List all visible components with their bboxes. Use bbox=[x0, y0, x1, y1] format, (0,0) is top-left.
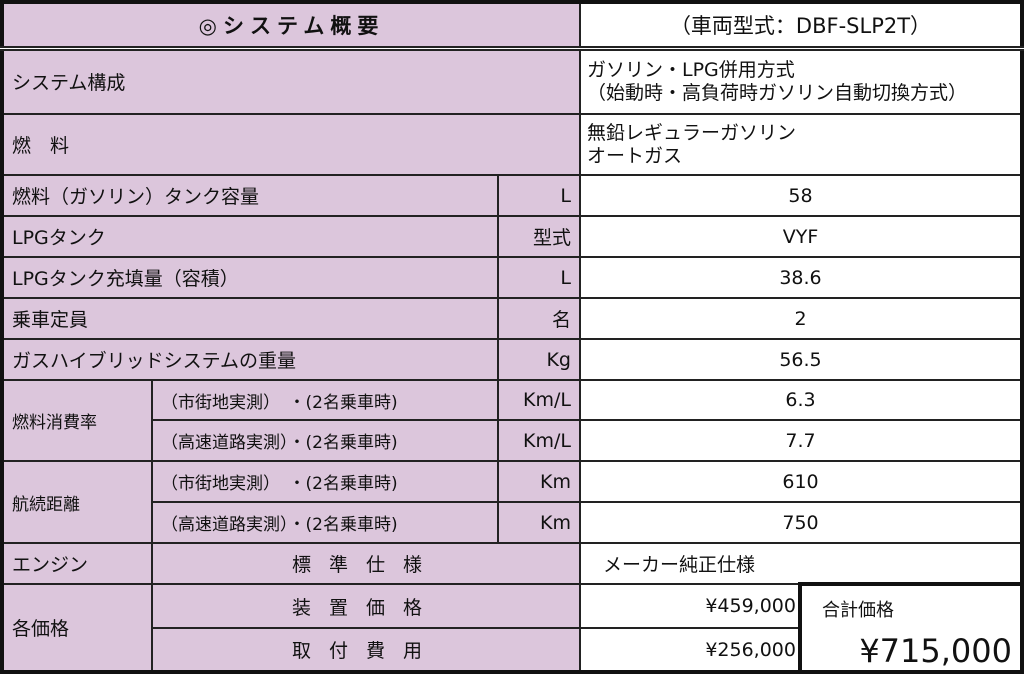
consumption-label: 燃料消費率 bbox=[1, 379, 153, 462]
table-row: （高速道路実測）・(2名乗車時) Km 750 bbox=[2, 501, 1023, 544]
row-value: 6.3 bbox=[579, 379, 1023, 421]
row-unit: Km bbox=[497, 460, 581, 503]
install-fee-label: 取付費用 bbox=[151, 627, 581, 673]
row-unit: L bbox=[497, 256, 581, 299]
table-row: 乗車定員 名 2 bbox=[1, 297, 1023, 340]
row-label: ガスハイブリッドシステムの重量 bbox=[1, 338, 499, 381]
table-row: 各価格 装置価格 ¥459,000 合計価格 ¥715,000 bbox=[1, 582, 1024, 674]
device-price-label: 装置価格 bbox=[151, 583, 581, 629]
range-label: 航続距離 bbox=[1, 460, 153, 544]
total-price-label: 合計価格 bbox=[822, 600, 894, 621]
row-label: LPGタンク bbox=[1, 215, 499, 258]
engine-value: メーカー純正仕様 bbox=[579, 542, 1023, 585]
row-value: 7.7 bbox=[579, 419, 1023, 462]
table-row: LPGタンク 型式 VYF bbox=[1, 215, 1023, 258]
row-unit: Km/L bbox=[497, 379, 581, 421]
row-condition: （高速道路実測）・(2名乗車時) bbox=[151, 501, 499, 544]
table-title: ◎システム概要 bbox=[1, 1, 581, 51]
row-value: 2 bbox=[579, 297, 1023, 340]
row-unit: Kg bbox=[497, 338, 581, 381]
system-value-line1: ガソリン・LPG併用方式 bbox=[587, 58, 795, 81]
row-unit: 名 bbox=[497, 297, 581, 340]
row-condition: （市街地実測） ・(2名乗車時) bbox=[151, 460, 499, 503]
row-value: 58 bbox=[579, 174, 1023, 217]
table-row: LPGタンク充填量（容積） L 38.6 bbox=[1, 256, 1023, 299]
row-value: 38.6 bbox=[579, 256, 1023, 299]
row-label: LPGタンク充填量（容積） bbox=[1, 256, 499, 299]
row-label: 燃料（ガソリン）タンク容量 bbox=[1, 174, 499, 217]
fuel-label: 燃 料 bbox=[1, 113, 581, 176]
table-row: 燃料消費率 （市街地実測） ・(2名乗車時) Km/L 6.3 bbox=[1, 379, 1023, 462]
table-row: 取付費用 ¥256,000 bbox=[2, 627, 1022, 673]
table-row: ガスハイブリッドシステムの重量 Kg 56.5 bbox=[1, 338, 1023, 381]
table-row: 燃料（ガソリン）タンク容量 L 58 bbox=[1, 174, 1023, 217]
system-value: ガソリン・LPG併用方式 （始動時・高負荷時ガソリン自動切換方式） bbox=[579, 47, 1023, 115]
row-unit: L bbox=[497, 174, 581, 217]
system-label: システム構成 bbox=[1, 47, 581, 115]
row-condition: （市街地実測） ・(2名乗車時) bbox=[151, 379, 499, 421]
row-label: 乗車定員 bbox=[1, 297, 499, 340]
row-condition: （高速道路実測）・(2名乗車時) bbox=[151, 419, 499, 462]
row-unit: Km/L bbox=[497, 419, 581, 462]
total-price-value: ¥715,000 bbox=[859, 632, 1012, 670]
device-price-value: ¥459,000 bbox=[579, 583, 801, 629]
engine-spec: 標準仕様 bbox=[151, 542, 581, 585]
install-fee-value: ¥256,000 bbox=[579, 627, 801, 673]
table-row: （高速道路実測）・(2名乗車時) Km/L 7.7 bbox=[2, 419, 1023, 462]
table-row: エンジン 標準仕様 メーカー純正仕様 bbox=[1, 542, 1023, 585]
fuel-value-line1: 無鉛レギュラーガソリン bbox=[587, 121, 797, 144]
total-price: 合計価格 ¥715,000 bbox=[798, 582, 1024, 674]
fuel-value: 無鉛レギュラーガソリン オートガス bbox=[579, 113, 1023, 176]
fuel-value-line2: オートガス bbox=[587, 144, 683, 167]
table-row: 航続距離 （市街地実測） ・(2名乗車時) Km 610 bbox=[1, 460, 1023, 544]
row-value: 750 bbox=[579, 501, 1023, 544]
row-value: 56.5 bbox=[579, 338, 1023, 381]
row-value: 610 bbox=[579, 460, 1023, 503]
engine-label: エンジン bbox=[1, 542, 153, 585]
row-unit: 型式 bbox=[497, 215, 581, 258]
vehicle-model: （車両型式：DBF-SLP2T） bbox=[579, 1, 1023, 51]
row-value: VYF bbox=[579, 215, 1023, 258]
system-value-line2: （始動時・高負荷時ガソリン自動切換方式） bbox=[587, 81, 968, 104]
price-label: 各価格 bbox=[1, 583, 153, 673]
row-unit: Km bbox=[497, 501, 581, 544]
